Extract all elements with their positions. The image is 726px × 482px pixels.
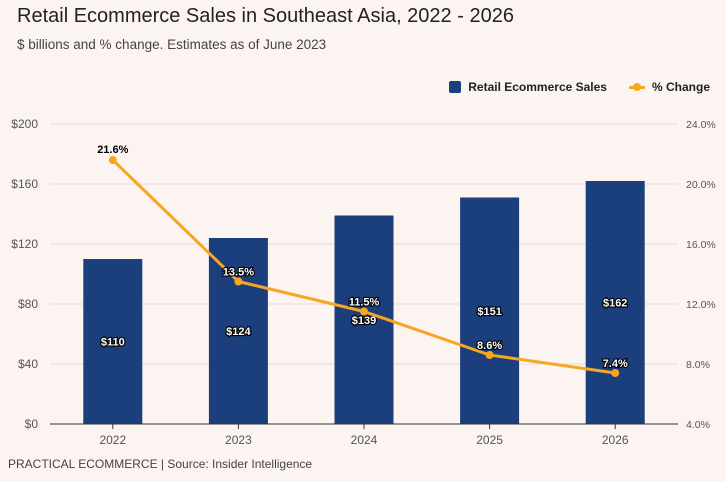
legend: Retail Ecommerce Sales % Change bbox=[449, 80, 710, 94]
legend-bar-swatch bbox=[449, 81, 462, 93]
legend-label-sales: Retail Ecommerce Sales bbox=[468, 80, 607, 94]
y-right-tick-label: 8.0% bbox=[686, 359, 710, 371]
y-right-tick-label: 16.0% bbox=[686, 239, 716, 251]
bar bbox=[83, 259, 143, 424]
y-right-tick-label: 12.0% bbox=[686, 299, 716, 311]
change-point bbox=[108, 156, 117, 164]
y-left-tick-label: $0 bbox=[25, 417, 39, 431]
bar bbox=[460, 197, 520, 424]
change-point-label: 21.6% bbox=[97, 144, 128, 156]
change-point bbox=[611, 369, 620, 377]
legend-label-change: % Change bbox=[651, 80, 710, 94]
footer-source: PRACTICAL ECOMMERCE | Source: Insider In… bbox=[8, 457, 313, 471]
x-tick-label: 2025 bbox=[476, 433, 503, 447]
bar bbox=[585, 181, 645, 424]
y-left-tick-label: $40 bbox=[18, 357, 38, 371]
change-point-label: 11.5% bbox=[349, 297, 380, 309]
y-left-tick-label: $120 bbox=[11, 237, 38, 251]
y-right-tick-label: 4.0% bbox=[686, 419, 710, 431]
y-left-tick-label: $160 bbox=[11, 177, 38, 191]
y-left-tick-label: $200 bbox=[11, 117, 38, 131]
change-point bbox=[360, 307, 368, 316]
change-point bbox=[234, 277, 243, 286]
bar-value-label: $124 bbox=[226, 326, 251, 338]
x-tick-label: 2024 bbox=[351, 433, 378, 447]
change-point-label: 7.4% bbox=[603, 358, 628, 370]
change-point-label: 13.5% bbox=[223, 267, 254, 279]
bar-value-label: $162 bbox=[603, 298, 627, 310]
change-point bbox=[485, 351, 494, 359]
y-right-tick-label: 24.0% bbox=[686, 119, 716, 131]
chart-subtitle: $ billions and % change. Estimates as of… bbox=[17, 37, 327, 52]
bar-value-label: $139 bbox=[352, 315, 376, 327]
bar-value-label: $151 bbox=[477, 306, 501, 318]
bar-value-label: $110 bbox=[101, 337, 125, 349]
legend-item-change[interactable]: % Change bbox=[628, 80, 710, 94]
x-tick-label: 2023 bbox=[225, 433, 252, 447]
x-tick-label: 2022 bbox=[99, 433, 126, 447]
bar bbox=[208, 238, 268, 424]
change-point-label: 8.6% bbox=[477, 340, 502, 352]
y-left-tick-label: $80 bbox=[18, 297, 38, 311]
chart-title: Retail Ecommerce Sales in Southeast Asia… bbox=[17, 5, 514, 27]
legend-item-sales[interactable]: Retail Ecommerce Sales bbox=[449, 80, 607, 94]
x-tick-label: 2026 bbox=[602, 433, 629, 447]
legend-line-swatch bbox=[628, 81, 645, 93]
y-right-tick-label: 20.0% bbox=[686, 179, 716, 191]
